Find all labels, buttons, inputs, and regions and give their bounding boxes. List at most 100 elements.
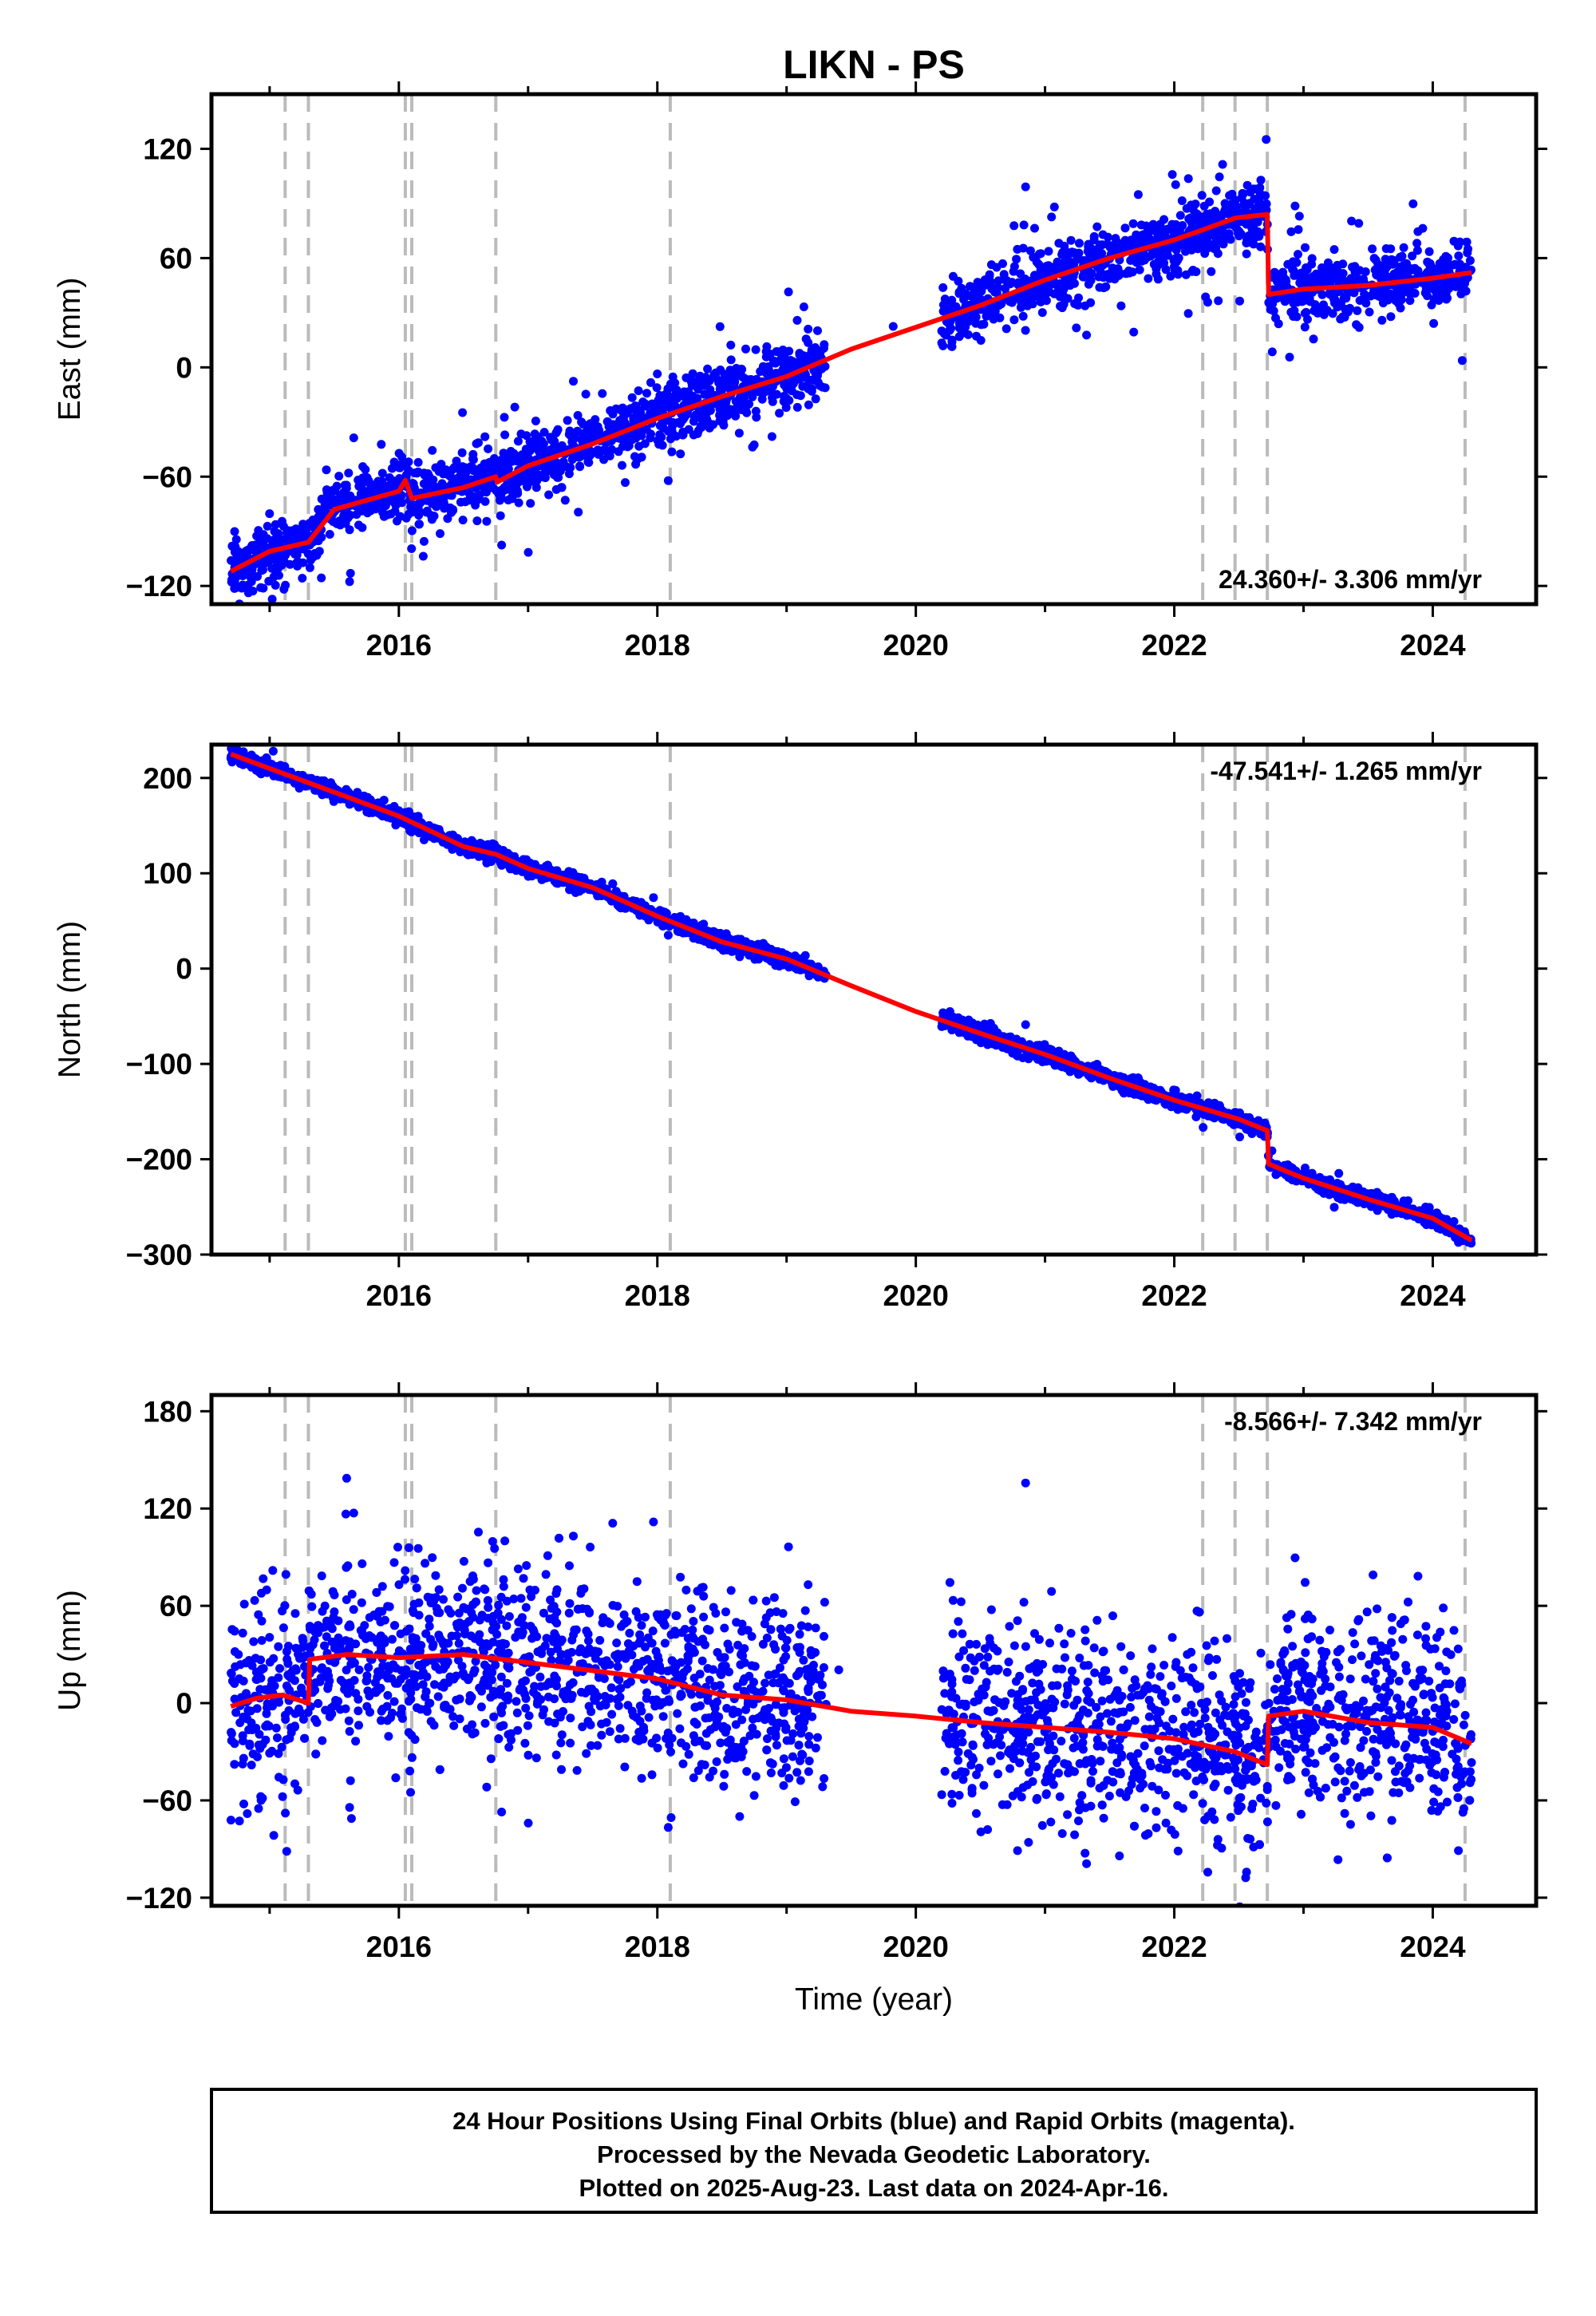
data-point	[500, 413, 509, 422]
data-point	[1005, 295, 1015, 305]
data-point	[737, 372, 747, 381]
data-point	[231, 535, 241, 544]
data-point	[411, 487, 421, 496]
data-point	[715, 322, 725, 331]
data-point	[1029, 271, 1039, 280]
data-point	[413, 457, 423, 467]
data-point	[320, 500, 330, 509]
data-point	[267, 563, 277, 573]
data-point	[1294, 225, 1303, 235]
data-point	[711, 368, 721, 377]
data-point	[363, 507, 373, 516]
data-point	[998, 259, 1007, 268]
data-point	[937, 338, 946, 348]
data-point	[285, 559, 294, 569]
data-point	[1215, 211, 1225, 220]
data-point	[1380, 272, 1389, 282]
data-point	[605, 451, 614, 460]
data-point	[676, 449, 685, 459]
data-point	[526, 499, 535, 508]
data-point	[1261, 191, 1270, 200]
plot-frame	[209, 92, 1539, 607]
data-point	[972, 331, 981, 341]
data-point	[480, 496, 490, 506]
data-point	[736, 392, 745, 401]
data-point	[569, 377, 578, 386]
data-point	[404, 509, 413, 519]
data-point	[238, 580, 247, 590]
y-tick-label: −120	[126, 570, 192, 603]
rate-label: 24.360+/- 3.306 mm/yr	[1219, 565, 1482, 594]
data-point	[475, 490, 484, 500]
data-point	[1341, 294, 1351, 303]
data-point	[640, 439, 650, 449]
data-point	[778, 346, 788, 354]
data-point	[336, 491, 346, 500]
data-point	[598, 389, 607, 398]
data-point	[1074, 293, 1083, 302]
data-point	[1187, 200, 1196, 210]
data-point	[784, 287, 793, 297]
data-point	[1019, 220, 1029, 230]
data-point	[1152, 269, 1161, 279]
data-point	[539, 428, 549, 437]
data-point	[358, 462, 368, 472]
data-point	[568, 441, 578, 450]
data-point	[1347, 216, 1357, 226]
data-point	[945, 326, 954, 335]
data-point	[592, 425, 602, 434]
data-point	[1021, 1020, 1030, 1030]
data-point	[1267, 347, 1277, 357]
data-point	[1457, 356, 1467, 366]
data-point	[509, 449, 519, 458]
data-point	[1092, 1060, 1102, 1069]
data-point	[1454, 251, 1464, 261]
data-point	[1443, 294, 1452, 302]
data-point	[741, 344, 750, 354]
data-point	[1215, 172, 1224, 182]
data-point	[407, 526, 417, 536]
data-point	[1167, 170, 1177, 180]
data-point	[345, 800, 354, 809]
data-point	[1046, 279, 1056, 289]
data-point	[1112, 238, 1122, 247]
data-point	[305, 563, 314, 572]
data-point	[1328, 309, 1337, 318]
data-point	[325, 530, 334, 539]
data-point	[342, 484, 351, 493]
data-point	[658, 441, 667, 450]
data-point	[1041, 296, 1051, 306]
data-point	[496, 511, 505, 520]
data-point	[275, 571, 283, 580]
data-point	[954, 332, 964, 342]
data-point	[1080, 272, 1090, 282]
data-point	[1246, 219, 1255, 228]
data-point	[718, 397, 728, 407]
data-point	[792, 402, 802, 412]
data-point	[748, 392, 757, 401]
data-point	[467, 493, 476, 503]
data-point	[1030, 223, 1039, 233]
data-point	[1449, 1217, 1459, 1226]
data-point	[1440, 256, 1450, 266]
data-point	[563, 416, 572, 425]
data-point	[575, 462, 585, 472]
data-point	[702, 377, 712, 386]
data-point	[268, 746, 278, 756]
data-point	[553, 466, 563, 476]
data-point	[1353, 306, 1362, 315]
data-point	[1098, 230, 1108, 239]
data-point	[256, 583, 266, 592]
data-point	[1381, 244, 1391, 253]
x-tick-label: 2024	[1400, 629, 1466, 662]
data-point	[1037, 308, 1047, 318]
data-point	[622, 409, 632, 417]
data-point	[689, 934, 698, 943]
data-point	[499, 449, 508, 458]
data-point	[1116, 270, 1125, 279]
data-point	[281, 551, 290, 560]
data-point	[804, 338, 813, 347]
data-point	[488, 484, 498, 492]
data-point	[253, 571, 262, 581]
data-point	[631, 401, 641, 411]
